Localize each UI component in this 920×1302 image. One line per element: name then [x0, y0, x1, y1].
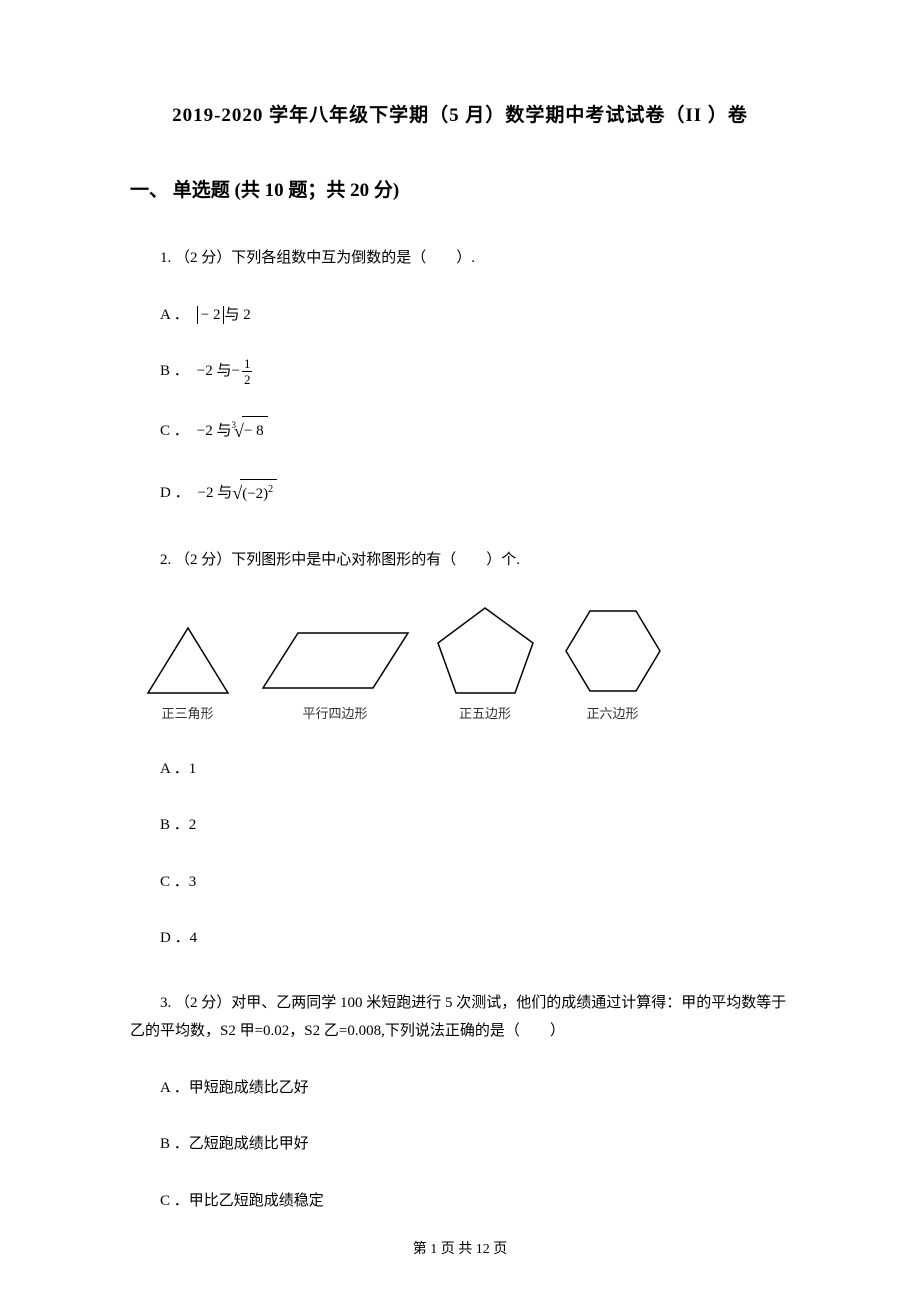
- q1-c-root-arg: − 8: [242, 416, 268, 446]
- q1-c-content: −2 与 3 √ − 8: [197, 414, 268, 448]
- q1-c-prefix: −2 与: [197, 417, 232, 446]
- shape1-label: 正三角形: [161, 702, 213, 727]
- q3-option-b: B ．乙短跑成绩比甲好: [160, 1130, 790, 1159]
- hexagon-icon: [558, 603, 668, 698]
- q2-option-a: A ．1: [160, 755, 790, 784]
- question-3: 3. （2 分）对甲、乙两同学 100 米短跑进行 5 次测试，他们的成绩通过计…: [130, 989, 790, 1216]
- q1-stem: 1. （2 分）下列各组数中互为倒数的是（ ）.: [130, 244, 790, 273]
- triangle-icon: [138, 623, 238, 698]
- q1-a-content: − 2 与 2: [197, 301, 251, 330]
- q1-option-b: B ． −2 与 − 1 2: [160, 357, 790, 386]
- question-1: 1. （2 分）下列各组数中互为倒数的是（ ）. A ． − 2 与 2 B ．…: [130, 244, 790, 510]
- q3-options: A ．甲短跑成绩比乙好 B ．乙短跑成绩比甲好 C ．甲比乙短跑成绩稳定: [160, 1074, 790, 1216]
- section-heading: 一、 单选题 (共 10 题；共 20 分): [130, 175, 790, 202]
- shapes-row: 正三角形 平行四边形 正五边形 正六边形: [138, 603, 791, 727]
- q3-stem: 3. （2 分）对甲、乙两同学 100 米短跑进行 5 次测试，他们的成绩通过计…: [130, 989, 790, 1046]
- shape3-label: 正五边形: [459, 702, 511, 727]
- q1-option-c: C ． −2 与 3 √ − 8: [160, 414, 790, 448]
- q2-option-b: B ．2: [160, 811, 790, 840]
- shape2-label: 平行四边形: [302, 702, 367, 727]
- q1-d-content: −2 与 √ (−2)2: [198, 476, 278, 510]
- q1-b-content: −2 与 − 1 2: [197, 357, 253, 386]
- q2-option-c: C ．3: [160, 868, 790, 897]
- q1-a-text: 与 2: [224, 301, 250, 330]
- cube-root-icon: 3 √ − 8: [231, 414, 267, 448]
- q1-c-label: C ．: [160, 417, 189, 446]
- q2-stem: 2. （2 分）下列图形中是中心对称图形的有（ ）个.: [130, 546, 790, 575]
- q3-option-c: C ．甲比乙短跑成绩稳定: [160, 1187, 790, 1216]
- shape-pentagon: 正五边形: [433, 603, 538, 727]
- square-root-icon: √ (−2)2: [232, 476, 277, 510]
- q1-b-label: B ．: [160, 357, 189, 386]
- abs-value-icon: − 2: [197, 306, 225, 324]
- shape4-label: 正六边形: [586, 702, 638, 727]
- q2-option-d: D ．4: [160, 924, 790, 953]
- q1-b-prefix: −2 与: [197, 357, 232, 386]
- page-title: 2019-2020 学年八年级下学期（5 月）数学期中考试试卷（II ）卷: [130, 100, 790, 127]
- question-2: 2. （2 分）下列图形中是中心对称图形的有（ ）个. 正三角形 平行四边形 正…: [130, 546, 790, 952]
- q2-options: A ．1 B ．2 C ．3 D ．4: [160, 755, 790, 953]
- q1-option-a: A ． − 2 与 2: [160, 301, 790, 330]
- q3-option-a: A ．甲短跑成绩比乙好: [160, 1074, 790, 1103]
- q1-a-label: A ．: [160, 301, 189, 330]
- q1-d-root-inner: (−2): [242, 486, 268, 502]
- q1-options: A ． − 2 与 2 B ． −2 与 − 1 2 C ． −2 与: [160, 301, 790, 511]
- shape-hexagon: 正六边形: [558, 603, 668, 727]
- pentagon-icon: [433, 603, 538, 698]
- fraction-icon: 1 2: [242, 357, 253, 386]
- parallelogram-icon: [258, 623, 413, 698]
- shape-triangle: 正三角形: [138, 623, 238, 727]
- shape-parallelogram: 平行四边形: [258, 623, 413, 727]
- page-footer: 第 1 页 共 12 页: [0, 1238, 920, 1258]
- q1-d-prefix: −2 与: [198, 479, 233, 508]
- q1-option-d: D ． −2 与 √ (−2)2: [160, 476, 790, 510]
- q1-d-label: D ．: [160, 479, 190, 508]
